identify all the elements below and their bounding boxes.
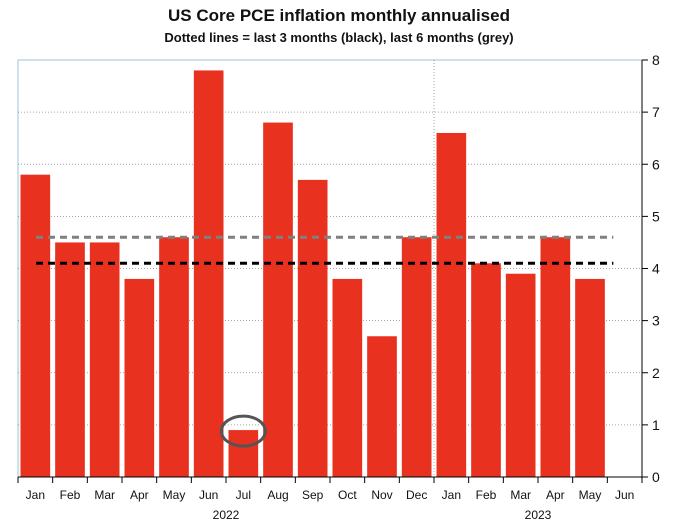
x-tick-label: May: [579, 488, 602, 502]
x-tick-label: Nov: [371, 488, 392, 502]
y-tick-label: 5: [652, 208, 660, 224]
bar: [505, 273, 536, 477]
x-tick-label: Mar: [94, 488, 115, 502]
bar: [124, 278, 155, 477]
x-tick-label: Apr: [130, 488, 149, 502]
y-tick-label: 1: [652, 417, 660, 433]
bar: [540, 237, 571, 477]
bar: [55, 242, 85, 477]
x-tick-label: Mar: [510, 488, 531, 502]
bar: [471, 263, 501, 477]
x-tick-label: Dec: [406, 488, 427, 502]
highlight-ellipse: [219, 414, 267, 448]
bar: [228, 430, 259, 477]
x-tick-label: Apr: [546, 488, 565, 502]
bar: [89, 242, 120, 477]
bar: [575, 278, 605, 477]
bar: [297, 179, 328, 477]
chart-title: US Core PCE inflation monthly annualised: [168, 6, 510, 25]
x-tick-label: Aug: [267, 488, 288, 502]
x-tick-label: Jan: [26, 488, 45, 502]
year-label: 2023: [525, 508, 552, 522]
x-tick-label: Jun: [615, 488, 634, 502]
x-tick-label: Oct: [338, 488, 357, 502]
y-tick-label: 4: [652, 261, 660, 277]
bar: [263, 122, 293, 478]
x-tick-label: Jun: [199, 488, 218, 502]
y-tick-label: 6: [652, 156, 660, 172]
y-tick-label: 2: [652, 365, 660, 381]
bar: [159, 237, 189, 477]
bar: [332, 278, 363, 477]
x-tick-label: Feb: [60, 488, 81, 502]
bar: [20, 174, 51, 478]
chart-subtitle: Dotted lines = last 3 months (black), la…: [164, 30, 514, 45]
x-tick-label: Jan: [442, 488, 461, 502]
y-tick-label: 7: [652, 104, 660, 120]
y-tick-label: 8: [652, 52, 660, 68]
x-tick-label: Jul: [236, 488, 251, 502]
year-label: 2022: [213, 508, 240, 522]
x-tick-label: May: [163, 488, 186, 502]
x-tick-label: Sep: [302, 488, 324, 502]
y-tick-label: 0: [652, 469, 660, 485]
bar: [401, 237, 432, 477]
bar: [436, 132, 467, 477]
bar: [193, 70, 224, 478]
x-tick-label: Feb: [476, 488, 497, 502]
bar: [367, 336, 397, 477]
y-tick-label: 3: [652, 313, 660, 329]
